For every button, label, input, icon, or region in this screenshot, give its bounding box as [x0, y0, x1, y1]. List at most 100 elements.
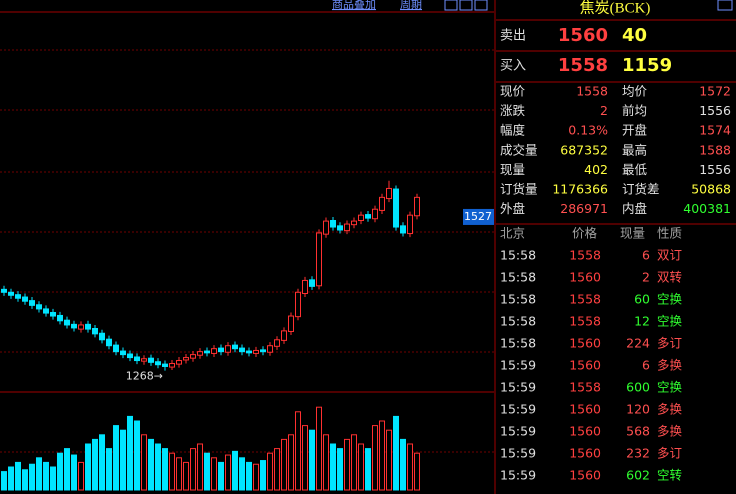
volume-bar	[141, 434, 147, 491]
trade-type: 空转	[657, 468, 682, 483]
candle-body	[400, 225, 406, 234]
candle-body	[43, 308, 49, 314]
overlay-button[interactable]: 商品叠加	[332, 0, 376, 11]
volume-bar	[232, 450, 238, 491]
candle-body	[358, 214, 364, 222]
candle-body	[22, 296, 28, 302]
candle-body	[218, 347, 224, 353]
stat-label: 现价	[500, 84, 526, 99]
volume-bar	[260, 460, 266, 491]
trade-volume: 120	[626, 402, 650, 417]
candle-body	[176, 360, 182, 365]
volume-bar	[197, 443, 203, 491]
volume-bar	[274, 448, 280, 491]
stat-label: 现量	[500, 162, 525, 177]
candle-body	[372, 208, 378, 220]
volume-bar	[190, 448, 196, 491]
bid-label: 买入	[500, 59, 526, 74]
stat-label: 外盘	[500, 201, 525, 216]
stat-label: 最高	[622, 142, 647, 157]
trade-type: 多换	[657, 358, 683, 373]
volume-bar	[134, 420, 140, 491]
volume-bar	[407, 443, 413, 491]
stat-value: 1176366	[552, 182, 608, 197]
nav-button[interactable]	[717, 0, 733, 11]
trade-type: 双订	[657, 248, 682, 263]
trade-type: 空换	[657, 292, 683, 307]
volume-bar	[204, 452, 210, 491]
trade-type: 空换	[657, 380, 683, 395]
trade-time: 15:58	[500, 292, 536, 307]
candle-body	[1, 288, 7, 293]
candle-body	[71, 323, 77, 329]
volume-bar	[183, 461, 189, 491]
candle-body	[113, 344, 119, 353]
trades-header: 北京	[500, 226, 525, 241]
candle-body	[295, 291, 301, 318]
trade-time: 15:58	[500, 336, 536, 351]
volume-bar	[29, 463, 35, 491]
stat-label: 前均	[622, 103, 647, 118]
period-button[interactable]: 周期	[400, 0, 422, 11]
nav-button[interactable]	[459, 0, 473, 11]
price-marker	[463, 208, 494, 225]
volume-bar	[113, 425, 119, 491]
volume-bar	[372, 425, 378, 491]
volume-bar	[50, 466, 56, 491]
stat-value: 50868	[691, 182, 731, 197]
stat-value: 1588	[699, 142, 731, 157]
volume-bar	[1, 471, 7, 491]
candle-body	[351, 220, 357, 226]
stat-label: 内盘	[622, 201, 647, 216]
trade-volume: 568	[626, 424, 650, 439]
volume-bar	[267, 452, 273, 491]
volume-bar	[57, 452, 63, 491]
candle-body	[414, 196, 420, 217]
stat-value: 687352	[560, 142, 608, 157]
volume-bar	[78, 461, 84, 491]
candle-body	[78, 324, 84, 330]
candle-body	[57, 314, 63, 322]
volume-bar	[218, 461, 224, 491]
trade-time: 15:59	[500, 446, 536, 461]
volume-bar	[22, 469, 28, 491]
volume-bar	[225, 454, 231, 491]
candle-body	[134, 356, 140, 362]
candle-body	[267, 345, 273, 353]
candle-body	[407, 214, 413, 235]
candle-body	[302, 279, 308, 294]
stat-value: 0.13%	[568, 123, 608, 138]
volume-bar	[71, 454, 77, 491]
candle-body	[15, 294, 21, 299]
trades-header: 性质	[657, 226, 682, 241]
volume-bar	[281, 438, 287, 491]
candle-body	[337, 225, 343, 231]
trade-type: 多订	[657, 336, 682, 351]
volume-bar	[309, 429, 315, 491]
trade-volume: 12	[634, 314, 650, 329]
trade-time: 15:59	[500, 402, 536, 417]
stat-label: 均价	[622, 84, 648, 99]
volume-bar	[393, 415, 399, 491]
stat-value: 2	[600, 103, 608, 118]
candle-body	[141, 358, 147, 362]
nav-button[interactable]	[444, 0, 458, 11]
candle-body	[162, 363, 168, 367]
candle-body	[239, 347, 245, 353]
volume-bar	[302, 425, 308, 491]
stat-value: 1558	[576, 84, 608, 99]
candle-body	[190, 354, 196, 359]
volume-bar	[8, 466, 14, 491]
trade-volume: 60	[634, 292, 650, 307]
candle-body	[29, 300, 35, 306]
volume-bar	[337, 448, 343, 491]
nav-button[interactable]	[474, 0, 488, 11]
candle-body	[323, 220, 329, 235]
stat-label: 成交量	[500, 142, 538, 157]
volume-bar	[36, 457, 42, 491]
volume-bar	[85, 443, 91, 491]
panel-borders	[496, 19, 736, 225]
candle-body	[155, 361, 161, 366]
volume-bar	[155, 443, 161, 491]
